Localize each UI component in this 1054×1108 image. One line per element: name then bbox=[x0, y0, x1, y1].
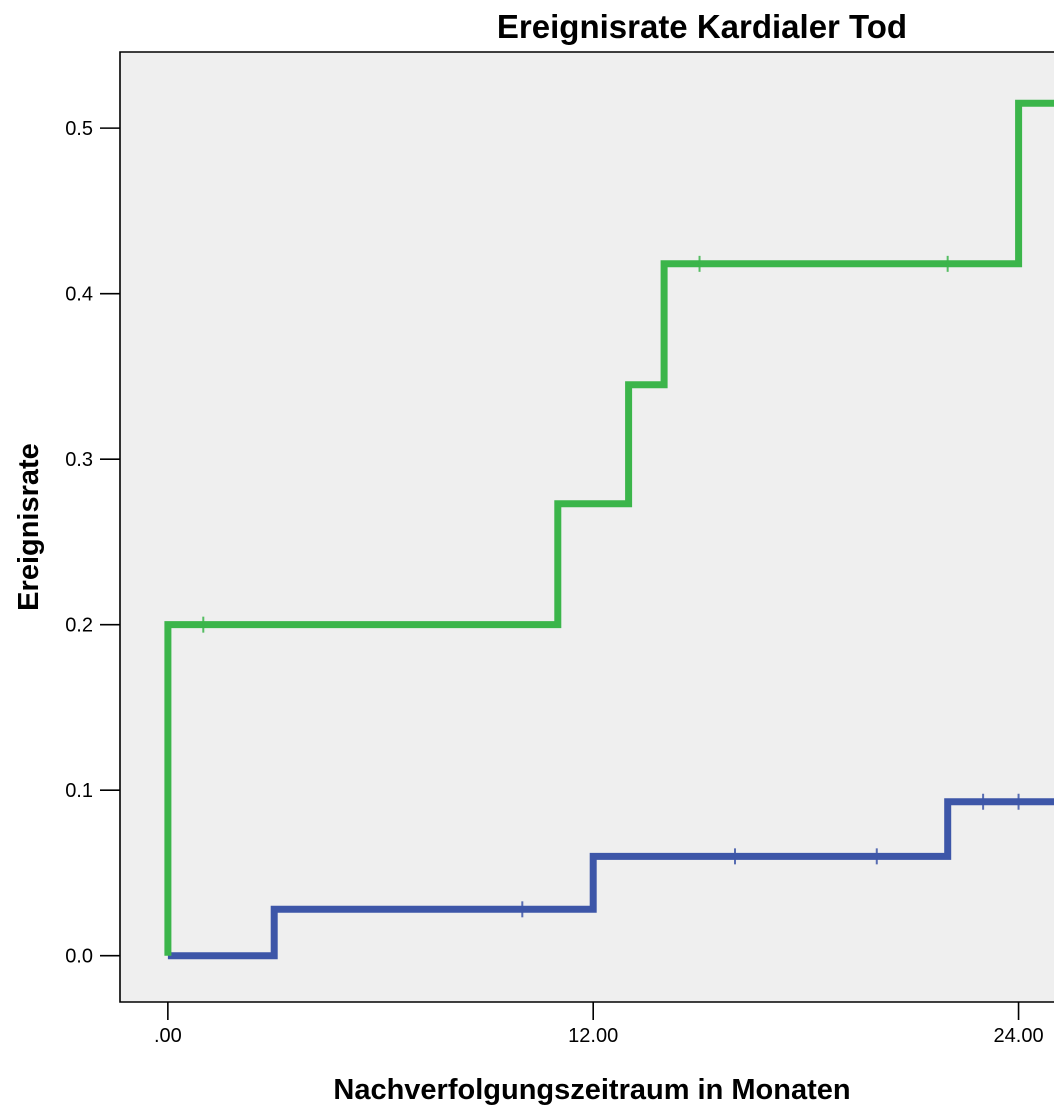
y-tick-label: 0.0 bbox=[65, 946, 93, 968]
series-layer bbox=[164, 99, 1054, 960]
x-tick-label: .00 bbox=[154, 1025, 182, 1047]
plot-frame bbox=[119, 51, 1054, 1003]
x-axis-title: Nachverfolgungszeitraum in Monaten bbox=[333, 1074, 850, 1106]
x-tick-label: 24.00 bbox=[994, 1025, 1044, 1047]
plot-area bbox=[120, 52, 1054, 1002]
y-axis: 0.0 0.1 0.2 0.3 0.4 0.5 bbox=[65, 118, 120, 968]
x-axis: .00 12.00 24.00 bbox=[154, 1002, 1044, 1047]
y-tick-label: 0.4 bbox=[65, 284, 93, 306]
x-tick-label: 12.00 bbox=[568, 1025, 618, 1047]
series-line-1 bbox=[164, 99, 1054, 956]
chart-title: Ereignisrate Kardialer Tod bbox=[497, 8, 907, 45]
y-tick-label: 0.5 bbox=[65, 118, 93, 140]
y-tick-label: 0.2 bbox=[65, 615, 93, 637]
y-tick-label: 0.3 bbox=[65, 449, 93, 471]
y-axis-title: Ereignisrate bbox=[13, 443, 45, 611]
series-line-2 bbox=[167, 798, 1054, 960]
y-tick-label: 0.1 bbox=[65, 780, 93, 802]
